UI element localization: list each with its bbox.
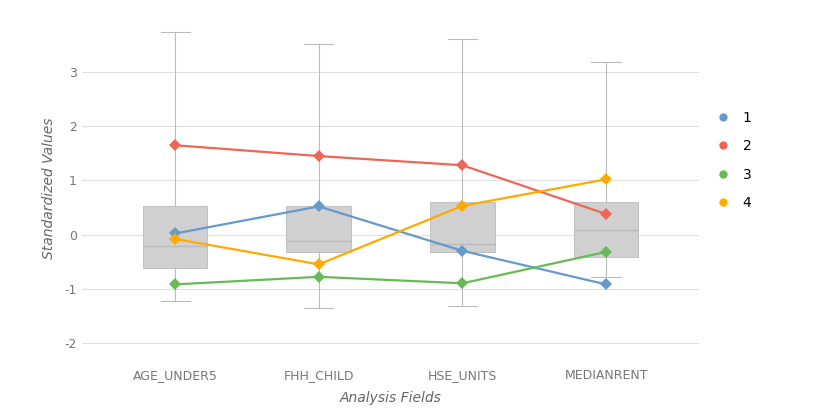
3 [314,274,324,279]
Line: 3: 3 [171,248,610,289]
4 [170,236,180,241]
Bar [430,202,495,252]
Bar [143,207,208,268]
1 [314,204,324,209]
Legend: 1, 2, 3, 4: 1, 2, 3, 4 [709,111,752,210]
Y-axis label: Standardized Values: Standardized Values [43,118,56,259]
3 [170,282,180,287]
2 [170,143,180,148]
2 [601,212,611,217]
Bar [573,202,638,257]
3 [457,281,467,286]
1 [170,231,180,236]
Line: 4: 4 [171,175,610,269]
X-axis label: Analysis Fields: Analysis Fields [339,391,442,405]
3 [601,249,611,254]
4 [457,203,467,208]
4 [601,177,611,182]
2 [457,163,467,168]
1 [601,282,611,287]
4 [314,262,324,267]
Bar [286,207,351,252]
Line: 2: 2 [171,141,610,218]
1 [457,248,467,253]
2 [314,153,324,158]
Line: 1: 1 [171,202,610,289]
